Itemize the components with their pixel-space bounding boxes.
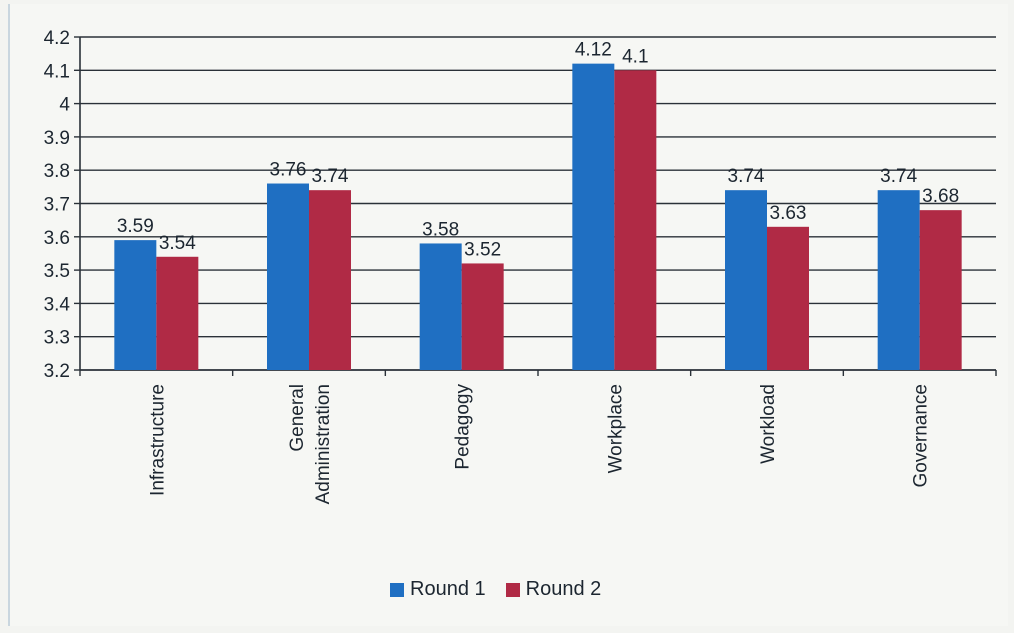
bar-round-2 xyxy=(461,263,504,370)
bar-chart: 3.2 3.3 3.4 3.5 3.6 3.7 3.8 3.9 4 4.1 4.2 3.593.54 I… xyxy=(44,28,997,504)
category-label-line: Administration xyxy=(313,384,334,504)
legend: Round 1 Round 2 xyxy=(390,578,601,601)
y-tick-label: 3.7 xyxy=(44,195,70,216)
category-label-line: Governance xyxy=(911,384,932,488)
bar-round-2 xyxy=(767,226,809,370)
data-label: 3.52 xyxy=(464,239,501,260)
legend-swatch-round-1 xyxy=(390,582,404,597)
data-label: 3.58 xyxy=(422,219,459,240)
y-tick-label: 3.3 xyxy=(44,328,70,349)
bar-round-1 xyxy=(267,183,309,370)
y-tick-label: 4 xyxy=(59,95,70,116)
legend-label-round-2: Round 2 xyxy=(525,578,602,600)
data-label: 3.74 xyxy=(312,166,349,187)
bar-round-2 xyxy=(919,210,962,370)
bar-round-1 xyxy=(725,190,767,370)
chart-frame: 3.2 3.3 3.4 3.5 3.6 3.7 3.8 3.9 4 4.1 4.2 3.59 3.54 I… xyxy=(8,4,1008,626)
bar-round-2 xyxy=(614,70,657,371)
data-label: 3.59 xyxy=(117,216,154,237)
data-label: 3.54 xyxy=(159,233,196,254)
category-label-line: Pedagogy xyxy=(453,384,474,470)
category-label-line: Infrastructure xyxy=(147,384,168,496)
y-tick-label: 3.5 xyxy=(44,261,70,282)
category-label: Workplace xyxy=(605,384,626,473)
legend-label-round-1: Round 1 xyxy=(410,578,486,600)
category-label: Workload xyxy=(758,384,779,464)
data-label: 4.1 xyxy=(622,46,648,67)
data-label: 3.74 xyxy=(880,166,917,187)
data-label: 3.63 xyxy=(770,203,807,224)
y-tick-label: 3.4 xyxy=(44,294,71,315)
category-label: Pedagogy xyxy=(453,384,474,470)
y-tick-label: 3.6 xyxy=(44,228,70,249)
category-label: General Administration xyxy=(287,384,334,504)
y-tick-label: 4.2 xyxy=(44,28,70,49)
category-label-line: General xyxy=(287,384,308,452)
data-label: 3.74 xyxy=(728,166,765,187)
bar-round-1 xyxy=(419,243,462,370)
category-label-line: Workplace xyxy=(605,384,626,473)
bar-round-1 xyxy=(114,240,157,370)
data-label: 3.76 xyxy=(270,160,307,181)
data-label: 3.68 xyxy=(922,186,959,207)
y-tick-label: 3.8 xyxy=(44,161,70,182)
category-label: Infrastructure xyxy=(147,384,168,496)
bar-round-1 xyxy=(572,63,615,370)
data-label: 4.12 xyxy=(575,40,612,61)
category-label-line: Workload xyxy=(758,384,779,464)
legend-item-round-1: Round 1 xyxy=(390,578,486,601)
bar-round-1 xyxy=(877,190,920,370)
legend-item-round-2: Round 2 xyxy=(505,578,602,601)
legend-swatch-round-2 xyxy=(505,582,520,597)
y-tick-label: 4.1 xyxy=(44,61,70,82)
category-label: Governance xyxy=(911,384,932,488)
bar-round-2 xyxy=(156,256,199,370)
y-tick-label: 3.9 xyxy=(44,128,70,149)
bar-round-2 xyxy=(309,190,351,370)
y-tick-label: 3.2 xyxy=(44,361,70,382)
